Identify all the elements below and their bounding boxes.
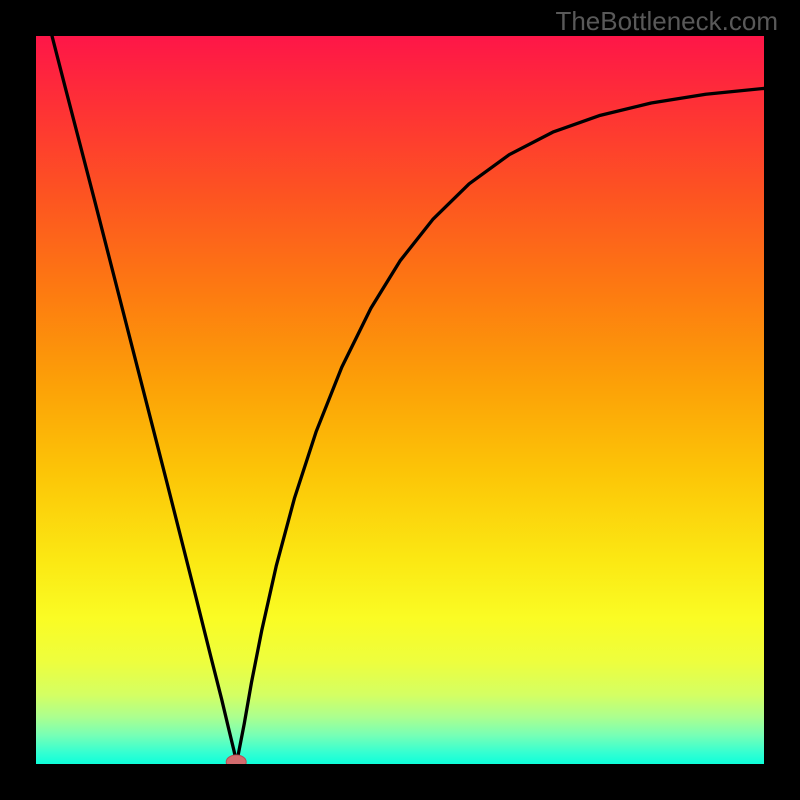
chart-svg	[0, 0, 800, 800]
watermark-text: TheBottleneck.com	[555, 6, 778, 37]
